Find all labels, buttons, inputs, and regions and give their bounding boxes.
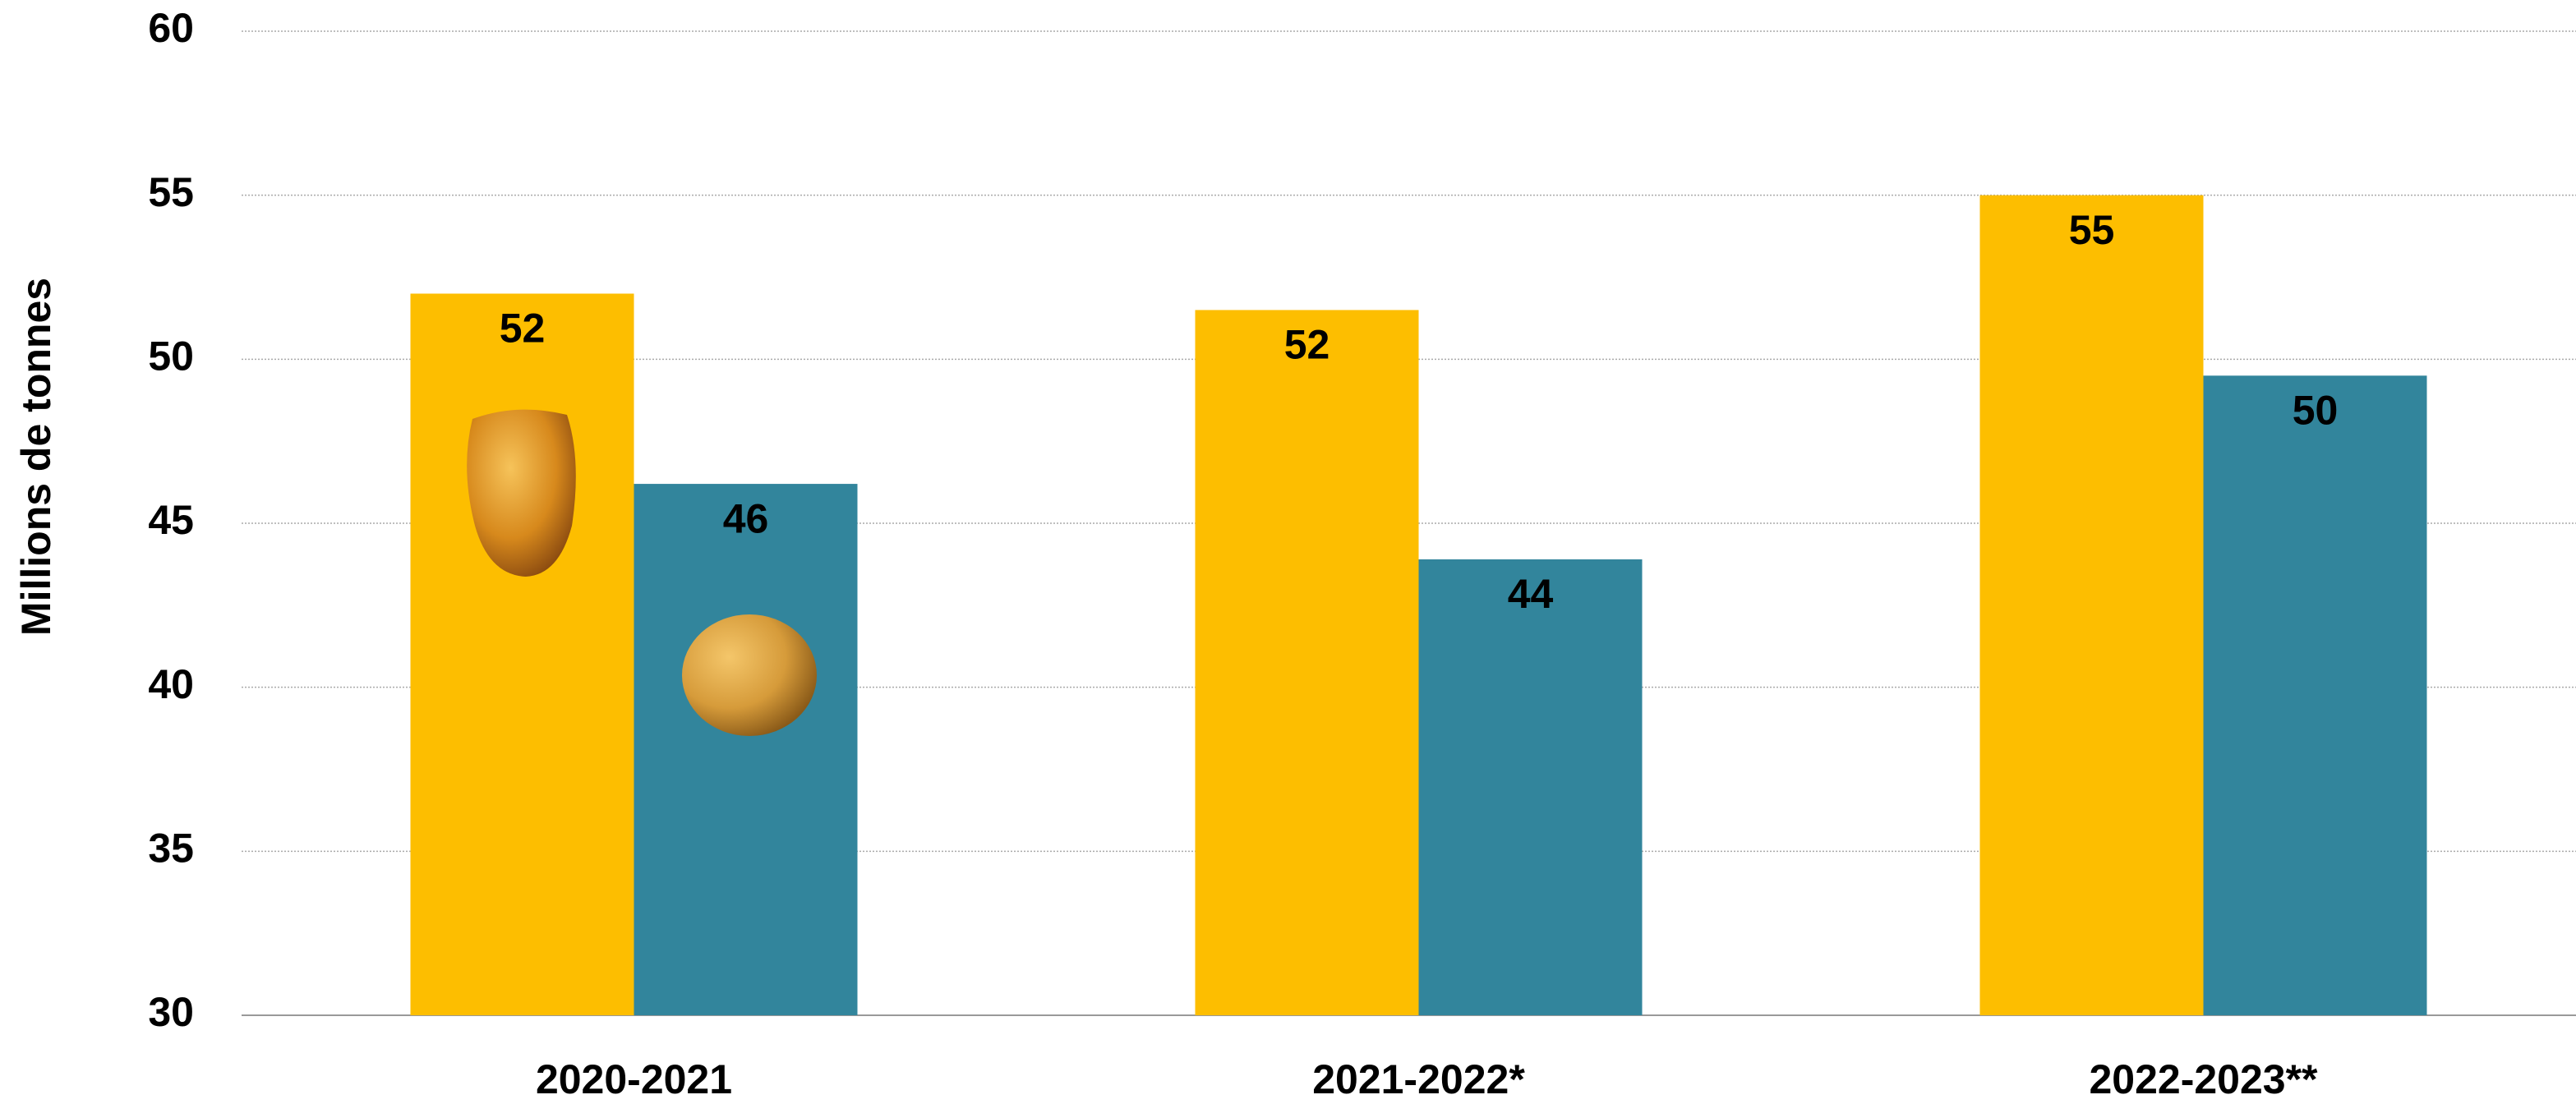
bar xyxy=(2203,375,2427,1015)
bar xyxy=(410,293,634,1015)
data-label: 55 xyxy=(2069,207,2115,253)
data-label: 44 xyxy=(1508,571,1554,617)
bar xyxy=(1979,195,2204,1015)
bar xyxy=(1195,310,1419,1015)
decoration xyxy=(467,409,817,736)
x-tick-label: 2022-2023** xyxy=(2089,1056,2318,1102)
y-tick-label: 60 xyxy=(148,5,194,51)
y-tick-label: 50 xyxy=(148,334,194,380)
y-tick-label: 40 xyxy=(148,661,194,707)
y-tick-label: 30 xyxy=(148,989,194,1035)
y-tick-label: 55 xyxy=(148,169,194,215)
data-label: 50 xyxy=(2293,388,2339,434)
x-tick-label: 2020-2021 xyxy=(536,1056,732,1102)
data-label: 46 xyxy=(723,495,769,541)
y-axis-label: Millions de tonnes xyxy=(13,278,59,636)
x-tick-label: 2021-2022* xyxy=(1312,1056,1525,1102)
bar xyxy=(634,484,858,1015)
data-label: 52 xyxy=(500,306,546,352)
bar xyxy=(1418,559,1643,1015)
soybean xyxy=(682,614,817,736)
y-tick-label: 35 xyxy=(148,826,194,872)
y-tick-label: 45 xyxy=(148,497,194,543)
data-label: 52 xyxy=(1284,322,1330,368)
corn-kernel xyxy=(467,409,576,577)
